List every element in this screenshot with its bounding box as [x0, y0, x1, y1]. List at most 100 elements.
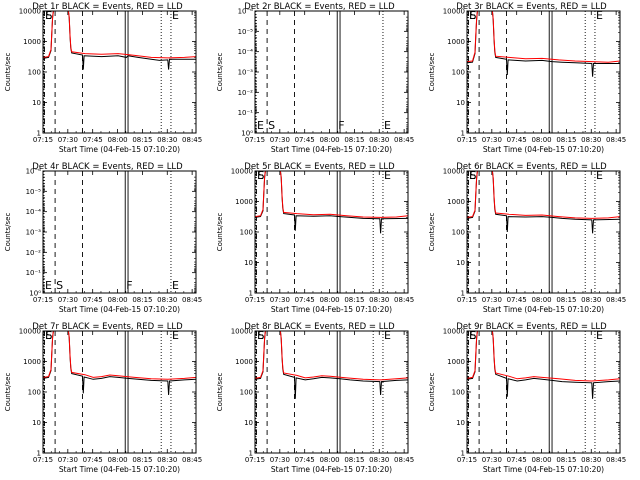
y-axis-label: Counts/sec — [4, 213, 12, 252]
y-axis-label: Counts/sec — [216, 213, 224, 252]
y-tick-label: 1000 — [235, 198, 253, 206]
x-axis-label: Start Time (04-Feb-15 07:10:20) — [483, 145, 604, 154]
y-tick-label: 10000 — [443, 328, 465, 336]
detector-panel-7: Det 7r BLACK = Events, RED = LLD Counts/s… — [4, 322, 202, 474]
plot-frame — [254, 170, 409, 294]
x-tick-label: 07:30 — [58, 136, 78, 144]
plot-frame — [42, 170, 197, 294]
y-tick-label: 1000 — [447, 38, 465, 46]
marker-label: S — [469, 9, 476, 22]
x-tick-label: 07:45 — [295, 456, 315, 464]
x-tick-label: 07:30 — [58, 296, 78, 304]
y-axis-label: Counts/sec — [216, 373, 224, 412]
marker-label: E — [45, 9, 52, 22]
x-tick-label: 08:30 — [369, 136, 389, 144]
y-tick-label: 10⁻¹ — [238, 109, 254, 117]
series-line-lld — [42, 330, 197, 380]
y-tick-label: 1 — [249, 450, 253, 458]
x-tick-label: 07:30 — [58, 456, 78, 464]
y-tick-label: 1000 — [23, 358, 41, 366]
y-tick-label: 10⁻⁶ — [238, 8, 254, 16]
x-axis-label: Start Time (04-Feb-15 07:10:20) — [59, 305, 180, 314]
y-tick-label: 10000 — [231, 168, 253, 176]
x-tick-label: 08:30 — [581, 296, 601, 304]
marker-label: E — [596, 9, 603, 22]
x-tick-label: 08:45 — [606, 136, 626, 144]
series-line-lld — [254, 330, 409, 381]
series-line-lld — [466, 170, 621, 219]
x-tick-label: 08:15 — [344, 456, 364, 464]
x-tick-label: 08:15 — [344, 136, 364, 144]
y-axis-label: Counts/sec — [428, 373, 436, 412]
y-tick-label: 10⁰ — [29, 290, 41, 298]
x-tick-label: 07:45 — [507, 456, 527, 464]
x-tick-label: 07:15 — [245, 456, 265, 464]
y-tick-label: 10000 — [19, 328, 41, 336]
x-tick-label: 08:30 — [581, 456, 601, 464]
x-tick-label: 08:15 — [132, 136, 152, 144]
y-tick-label: 10000 — [231, 328, 253, 336]
series-line-lld — [254, 170, 409, 218]
y-axis-label: Counts/sec — [428, 53, 436, 92]
y-tick-label: 10 — [456, 419, 465, 427]
x-tick-label: 08:00 — [531, 296, 551, 304]
x-tick-label: 07:30 — [482, 136, 502, 144]
x-tick-label: 08:15 — [556, 456, 576, 464]
x-tick-label: 07:45 — [83, 296, 103, 304]
y-tick-label: 10000 — [443, 8, 465, 16]
x-tick-label: 08:45 — [606, 296, 626, 304]
y-tick-label: 10 — [244, 419, 253, 427]
x-tick-label: 08:30 — [157, 456, 177, 464]
panel-title: Det 8r BLACK = Events, RED = LLD — [244, 322, 395, 332]
marker-label: E — [45, 329, 52, 342]
y-tick-label: 1 — [461, 450, 465, 458]
x-tick-label: 08:45 — [182, 136, 202, 144]
marker-label: E — [172, 9, 179, 22]
marker-label: E — [469, 169, 476, 182]
y-tick-label: 10⁰ — [241, 130, 253, 138]
x-tick-label: 08:15 — [344, 296, 364, 304]
y-tick-label: 10 — [456, 99, 465, 107]
x-tick-label: 07:30 — [482, 456, 502, 464]
y-axis-label: Counts/sec — [216, 53, 224, 92]
y-tick-label: 100 — [240, 229, 253, 237]
marker-label: E — [596, 169, 603, 182]
y-tick-label: 10⁻¹ — [26, 269, 42, 277]
marker-label: E — [469, 9, 476, 22]
marker-label: E — [257, 119, 264, 132]
y-tick-label: 10000 — [443, 168, 465, 176]
y-tick-label: 1 — [461, 130, 465, 138]
x-tick-label: 07:30 — [482, 296, 502, 304]
y-tick-label: 1000 — [447, 198, 465, 206]
x-tick-label: 07:45 — [83, 456, 103, 464]
x-tick-label: 08:15 — [132, 456, 152, 464]
plot-frame — [42, 10, 197, 134]
x-tick-label: 07:30 — [270, 296, 290, 304]
x-tick-label: 07:45 — [507, 136, 527, 144]
panel-title: Det 1r BLACK = Events, RED = LLD — [32, 2, 183, 12]
y-tick-label: 1000 — [235, 358, 253, 366]
x-tick-label: 08:30 — [581, 136, 601, 144]
x-tick-label: 08:00 — [107, 136, 127, 144]
x-tick-label: 07:45 — [83, 136, 103, 144]
detector-panel-4: Det 4r BLACK = Events, RED = LLD Counts/s… — [4, 162, 202, 314]
marker-label: S — [469, 169, 476, 182]
x-tick-label: 07:45 — [295, 136, 315, 144]
x-tick-label: 08:45 — [394, 136, 414, 144]
y-tick-label: 10⁻⁴ — [26, 208, 42, 216]
y-tick-label: 10⁻² — [238, 89, 254, 97]
plot-frame — [466, 330, 621, 454]
x-tick-label: 08:00 — [319, 136, 339, 144]
marker-label: E — [257, 329, 264, 342]
marker-label: E — [596, 329, 603, 342]
detector-panel-8: Det 8r BLACK = Events, RED = LLD Counts/s… — [216, 322, 414, 474]
marker-label: S — [469, 329, 476, 342]
marker-label: E — [384, 169, 391, 182]
x-tick-label: 08:30 — [369, 456, 389, 464]
x-tick-label: 08:45 — [394, 456, 414, 464]
x-axis-label: Start Time (04-Feb-15 07:10:20) — [271, 305, 392, 314]
plot-frame — [42, 330, 197, 454]
x-tick-label: 08:30 — [157, 296, 177, 304]
